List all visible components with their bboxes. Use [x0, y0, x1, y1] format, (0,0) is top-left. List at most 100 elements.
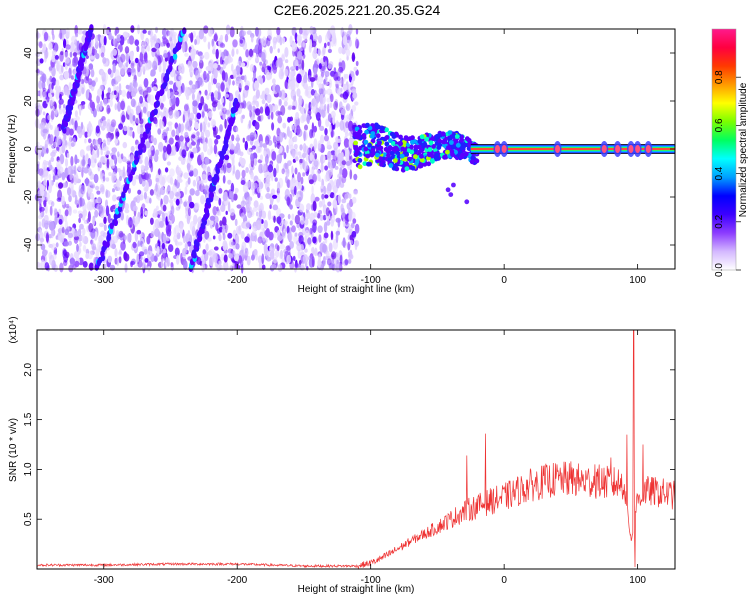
- spectrogram-noise-dot: [257, 236, 264, 244]
- spectrogram-noise-dot: [219, 220, 223, 227]
- spectrogram-noise-dot: [227, 248, 233, 254]
- spectrogram-noise-dot: [169, 190, 175, 200]
- spectrogram-noise-dot: [273, 43, 276, 50]
- spectrogram-noise-dot: [229, 26, 235, 38]
- spectrogram-noise-dot: [139, 95, 144, 104]
- spectrogram-noise-dot: [201, 179, 204, 186]
- spectrogram-noise-dot: [307, 86, 312, 91]
- spectrogram-noise-dot: [261, 234, 266, 242]
- spectrogram-noise-dot: [121, 89, 127, 98]
- spectrogram-noise-dot: [309, 129, 314, 139]
- spectrogram-noise-dot: [38, 221, 42, 229]
- spectrogram-isolated-dot: [451, 182, 456, 188]
- spectrogram-noise-dot: [323, 154, 326, 163]
- spectrogram-noise-dot: [140, 109, 143, 119]
- spectrogram-noise-dot: [63, 241, 69, 247]
- spectrogram-noise-dot: [322, 214, 327, 221]
- spectrogram-noise-dot: [167, 186, 171, 192]
- spectrogram-noise-dot: [298, 235, 304, 244]
- spectrogram-transition-dot: [392, 158, 398, 164]
- spectrogram-noise-dot: [341, 207, 346, 219]
- spectrogram-noise-dot: [302, 158, 305, 170]
- spectrogram-noise-dot: [164, 167, 169, 173]
- spectrogram-noise-dot: [334, 165, 339, 170]
- spectrogram-noise-dot: [104, 28, 110, 35]
- spectrogram-noise-dot: [42, 200, 47, 206]
- spectrogram-transition-dot: [410, 139, 415, 145]
- spectrogram-noise-dot: [144, 156, 149, 167]
- spectrogram-noise-dot: [87, 157, 91, 167]
- spectrogram-noise-dot: [230, 241, 236, 246]
- spectrogram-noise-dot: [279, 131, 284, 143]
- spectrogram-noise-dot: [336, 76, 341, 82]
- spectrogram-noise-dot: [163, 53, 169, 59]
- spectrogram-noise-dot: [180, 124, 183, 135]
- spectrogram-transition-dot: [367, 142, 372, 148]
- spectrogram-noise-dot: [354, 101, 359, 106]
- spectrogram-noise-dot: [323, 221, 328, 233]
- spectrogram-noise-dot: [342, 91, 349, 100]
- spectrogram-noise-dot: [212, 253, 218, 263]
- spectrogram-noise-dot: [249, 132, 255, 138]
- spectrogram-noise-dot: [59, 93, 62, 100]
- spectrogram-noise-dot: [314, 196, 320, 202]
- spectrogram-noise-dot: [206, 94, 210, 100]
- spectrogram-noise-dot: [224, 154, 230, 161]
- spectrogram-noise-dot: [315, 112, 321, 121]
- spectrogram-noise-dot: [276, 192, 281, 203]
- spectrogram-noise-dot: [66, 152, 70, 158]
- spectrogram-noise-dot: [271, 151, 277, 161]
- spectrogram-noise-dot: [286, 144, 289, 154]
- spectrogram-noise-dot: [213, 126, 219, 136]
- spectrogram-transition-dot: [428, 140, 434, 146]
- spectrogram-noise-dot: [213, 68, 218, 79]
- spectrogram-noise-dot: [324, 135, 329, 142]
- spectrogram-noise-dot: [55, 242, 59, 248]
- spectrogram-noise-dot: [147, 30, 151, 36]
- spectrogram-noise-dot: [219, 43, 226, 48]
- spectrogram-transition-dot: [365, 122, 370, 128]
- spectrogram-noise-dot: [160, 121, 165, 130]
- spectrogram-noise-dot: [335, 232, 339, 244]
- spectrogram-noise-dot: [245, 49, 250, 58]
- spectrogram-noise-dot: [151, 47, 157, 53]
- spectrogram-noise-dot: [178, 63, 182, 73]
- spectrogram-noise-dot: [253, 249, 258, 256]
- spectrogram-transition-dot: [391, 134, 397, 139]
- spectrogram-noise-dot: [203, 70, 207, 81]
- spectrogram-noise-dot: [114, 128, 119, 139]
- spectrogram-noise-dot: [170, 213, 175, 224]
- spectrogram-noise-dot: [285, 167, 290, 178]
- spectrogram-noise-dot: [323, 79, 326, 85]
- spectrogram-noise-dot: [166, 174, 172, 184]
- spectrogram-noise-dot: [83, 167, 89, 174]
- spectrogram-noise-dot: [189, 67, 194, 76]
- colorbar-frame: [711, 28, 737, 271]
- spectrogram-transition-dot: [413, 154, 418, 160]
- spectrogram-noise-dot: [58, 218, 63, 225]
- spectrogram-noise-dot: [85, 89, 90, 100]
- spectrogram-noise-dot: [259, 38, 265, 45]
- spectrogram-noise-dot: [327, 182, 332, 193]
- spectrogram-noise-dot: [324, 70, 330, 77]
- spectrogram-noise-dot: [166, 235, 170, 242]
- spectrogram-noise-dot: [78, 131, 82, 139]
- spectrogram-noise-dot: [281, 37, 286, 44]
- spectrogram-noise-dot: [64, 57, 70, 64]
- spectrogram-noise-dot: [191, 134, 196, 139]
- spectrogram-noise-dot: [42, 128, 48, 134]
- spectrogram-noise-dot: [222, 240, 228, 251]
- spectrogram-noise-dot: [337, 194, 342, 205]
- spectrogram-noise-dot: [116, 179, 119, 187]
- spectrogram-noise-dot: [63, 253, 69, 263]
- spectrogram-noise-dot: [170, 91, 175, 100]
- spectrogram-noise-dot: [267, 210, 272, 221]
- spectrogram-noise-dot: [275, 243, 279, 250]
- spectrogram-noise-dot: [154, 118, 158, 125]
- spectrogram-noise-dot: [258, 42, 262, 54]
- spectrogram-noise-dot: [320, 162, 324, 173]
- spectrogram-noise-dot: [291, 165, 294, 175]
- spectrogram-noise-dot: [289, 260, 295, 270]
- spectrogram-noise-dot: [175, 198, 180, 206]
- spectrogram-noise-dot: [221, 70, 226, 81]
